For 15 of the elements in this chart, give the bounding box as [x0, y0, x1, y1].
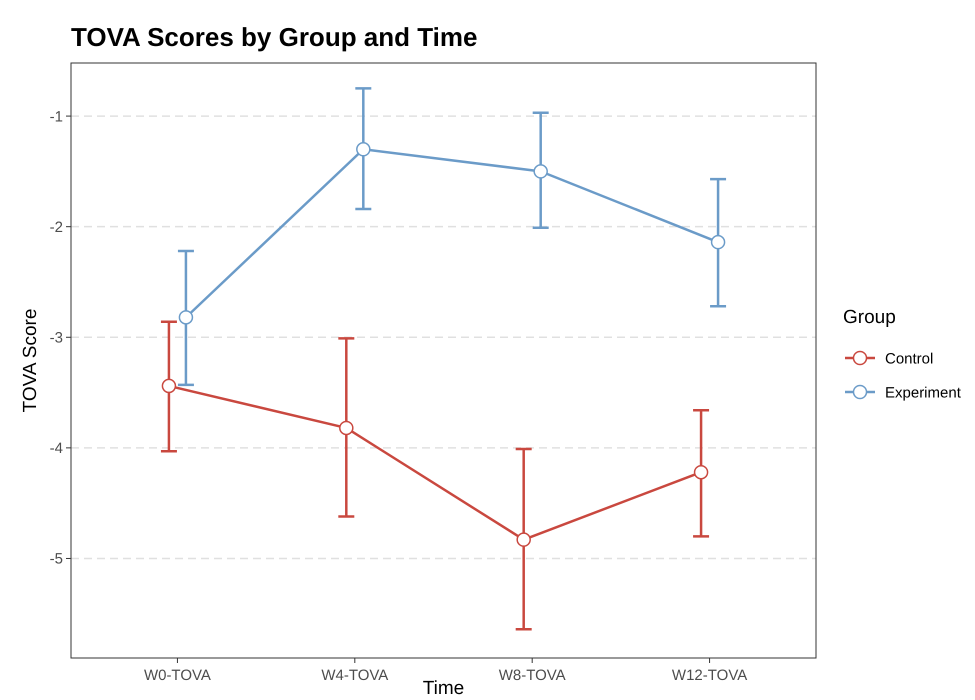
x-tick-label: W12-TOVA — [672, 667, 748, 684]
y-tick-label: -3 — [50, 330, 63, 347]
x-tick-label: W8-TOVA — [498, 667, 566, 684]
legend-label: Experiment — [885, 384, 962, 402]
y-tick-label: -5 — [50, 550, 63, 568]
y-axis-title: TOVA Score — [20, 308, 41, 412]
legend-title: Group — [843, 307, 896, 328]
legend-label: Control — [885, 350, 934, 368]
x-tick-label: W4-TOVA — [321, 667, 388, 684]
y-tick-label: -1 — [50, 108, 63, 126]
x-axis-title: Time — [422, 678, 464, 699]
y-tick-label: -4 — [50, 440, 63, 458]
y-tick-label: -2 — [50, 218, 63, 236]
chart-title: TOVA Scores by Group and Time — [71, 22, 478, 52]
x-tick-label: W0-TOVA — [144, 667, 211, 684]
